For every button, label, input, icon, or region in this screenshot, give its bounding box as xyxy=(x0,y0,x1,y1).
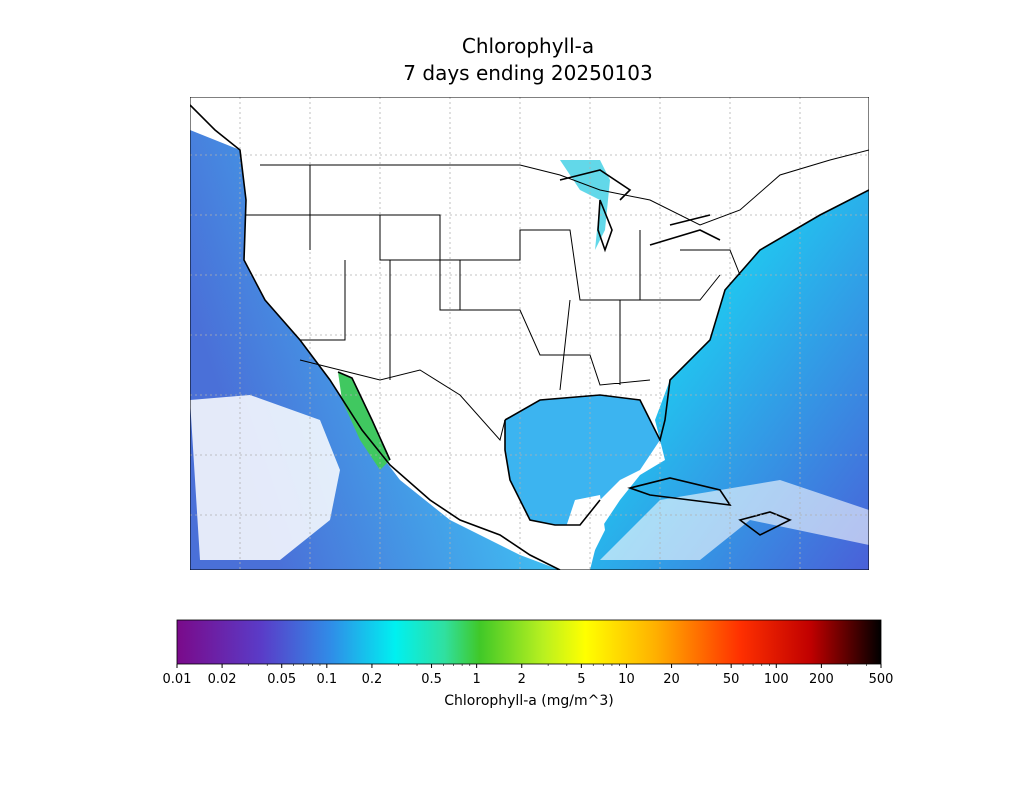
colorbar-tick-label: 0.1 xyxy=(316,672,337,687)
colorbar-label: Chlorophyll-a (mg/m^3) xyxy=(444,693,613,709)
colorbar xyxy=(176,619,882,665)
colorbar-tick-label: 0.2 xyxy=(362,672,383,687)
colorbar-tick-label: 100 xyxy=(764,672,789,687)
map-title: Chlorophyll-a xyxy=(462,34,594,58)
colorbar-tick-label: 50 xyxy=(723,672,740,687)
colorbar-tick-label: 200 xyxy=(809,672,834,687)
colorbar-tick-label: 0.05 xyxy=(267,672,296,687)
colorbar-tick-label: 500 xyxy=(869,672,894,687)
gulf xyxy=(505,395,660,525)
colorbar-tick-label: 0.5 xyxy=(421,672,442,687)
atlantic xyxy=(590,190,869,570)
colorbar-tick-label: 0.01 xyxy=(163,672,192,687)
gridlines xyxy=(190,97,869,570)
map xyxy=(190,97,869,570)
colorbar-tick-label: 1 xyxy=(472,672,480,687)
colorbar-tick-label: 20 xyxy=(663,672,680,687)
colorbar-tick-label: 10 xyxy=(618,672,635,687)
colorbar-tick-label: 2 xyxy=(518,672,526,687)
colorbar-tick-label: 0.02 xyxy=(208,672,237,687)
colorbar-tick-label: 5 xyxy=(577,672,585,687)
map-subtitle: 7 days ending 20250103 xyxy=(403,61,652,85)
